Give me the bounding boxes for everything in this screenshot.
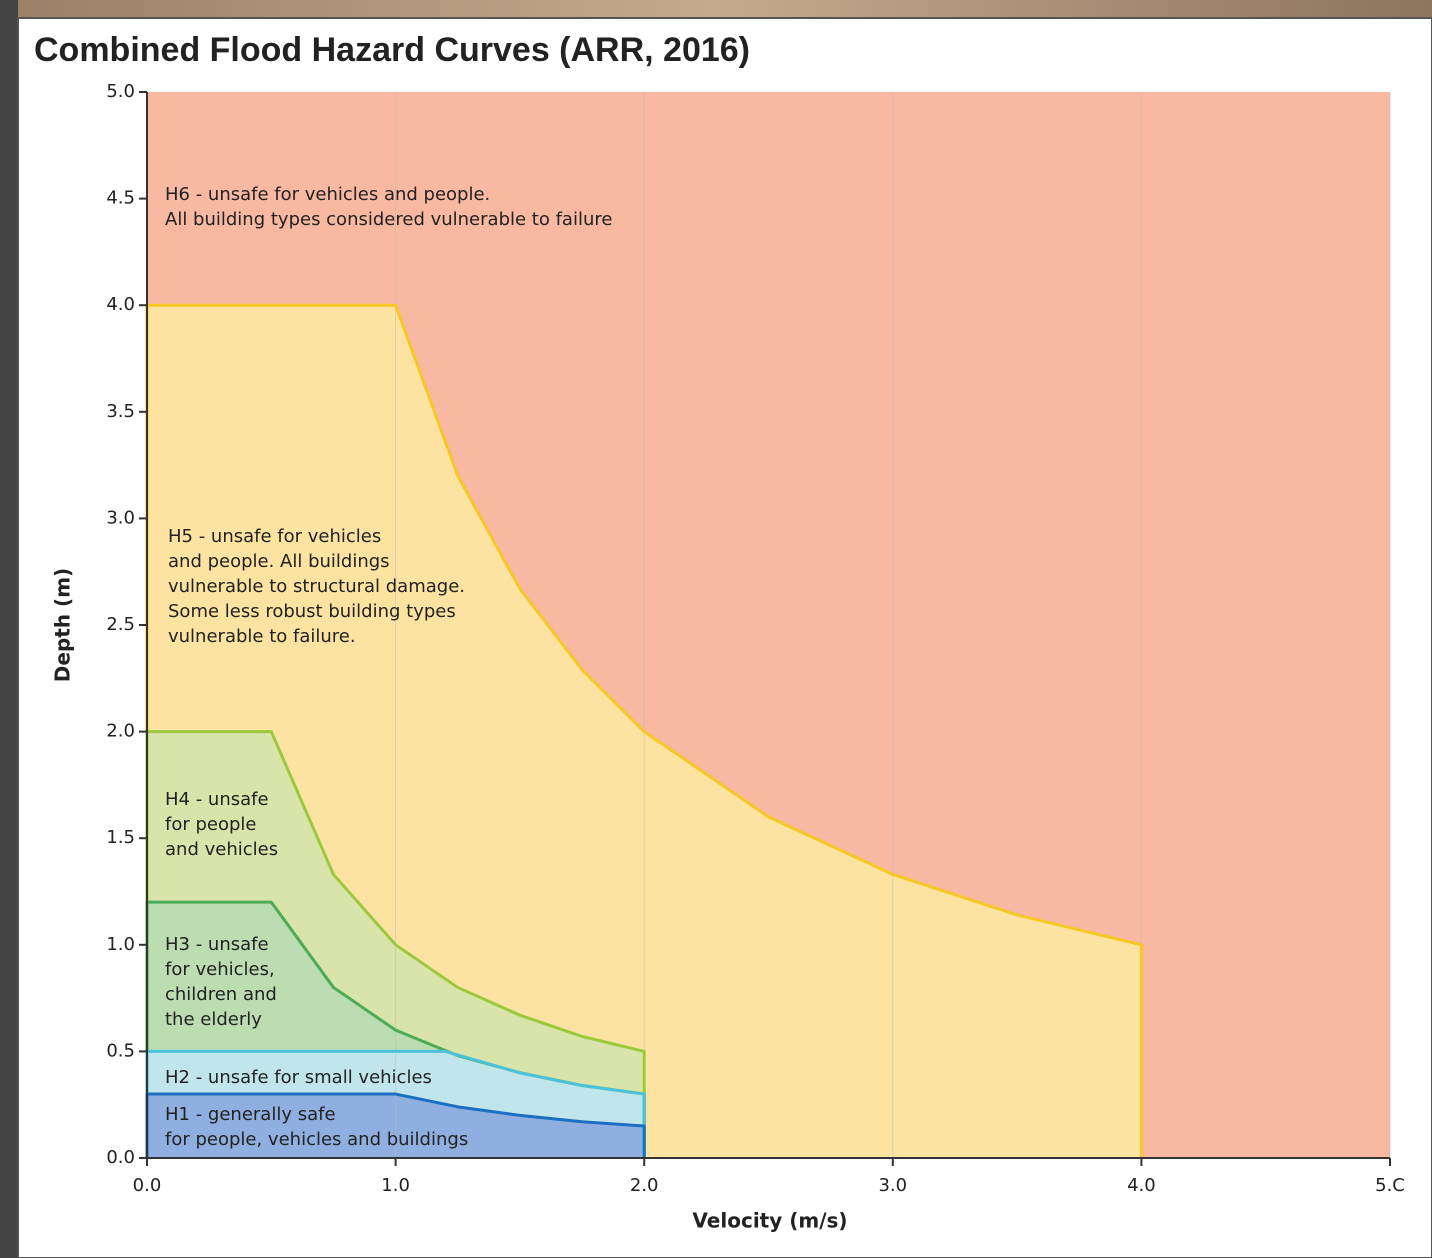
zone-label: H3 - unsafe xyxy=(165,934,269,955)
x-tick-label: 0.0 xyxy=(133,1175,162,1196)
x-tick-label: 3.0 xyxy=(878,1175,907,1196)
zone-label: for people xyxy=(165,814,257,835)
zone-label: H1 - generally safe xyxy=(165,1104,336,1125)
x-tick-label: 1.0 xyxy=(381,1175,410,1196)
zone-label: children and xyxy=(165,984,277,1005)
zone-label: All building types considered vulnerable… xyxy=(165,209,612,230)
y-tick-label: 3.5 xyxy=(106,401,135,422)
y-tick-label: 1.5 xyxy=(106,827,135,848)
zone-label: vulnerable to structural damage. xyxy=(168,576,465,597)
y-tick-label: 1.0 xyxy=(106,934,135,955)
zone-label: for vehicles, xyxy=(165,959,275,980)
zone-label: for people, vehicles and buildings xyxy=(165,1129,468,1150)
zone-label: H4 - unsafe xyxy=(165,789,269,810)
y-tick-label: 2.5 xyxy=(106,614,135,635)
y-tick-label: 2.0 xyxy=(106,721,135,742)
y-tick-label: 0.5 xyxy=(106,1040,135,1061)
top-strip xyxy=(0,0,1432,18)
zone-label: the elderly xyxy=(165,1009,262,1030)
zone-label: Some less robust building types xyxy=(168,601,456,622)
hazard-curve xyxy=(145,730,646,1158)
y-tick-label: 4.0 xyxy=(106,294,135,315)
zone-label: and vehicles xyxy=(165,839,278,860)
y-axis-title: Depth (m) xyxy=(51,568,75,682)
zone-label: H6 - unsafe for vehicles and people. xyxy=(165,184,490,205)
x-tick-label: 2.0 xyxy=(630,1175,659,1196)
hazard-curve xyxy=(145,303,1143,1158)
x-tick-label: 5.C xyxy=(1375,1175,1405,1196)
zone-label: and people. All buildings xyxy=(168,551,390,572)
zone-label: H5 - unsafe for vehicles xyxy=(168,526,381,547)
zone-label: vulnerable to failure. xyxy=(168,626,356,647)
left-border xyxy=(0,0,18,1258)
y-tick-label: 5.0 xyxy=(106,81,135,102)
x-tick-label: 4.0 xyxy=(1127,1175,1156,1196)
hazard-curve xyxy=(145,1092,646,1158)
y-tick-label: 4.5 xyxy=(106,188,135,209)
y-tick-label: 0.0 xyxy=(106,1147,135,1168)
y-tick-label: 3.0 xyxy=(106,507,135,528)
zone-label: H2 - unsafe for small vehicles xyxy=(165,1067,432,1088)
x-axis-title: Velocity (m/s) xyxy=(692,1209,847,1233)
chart-title: Combined Flood Hazard Curves (ARR, 2016) xyxy=(34,31,750,69)
